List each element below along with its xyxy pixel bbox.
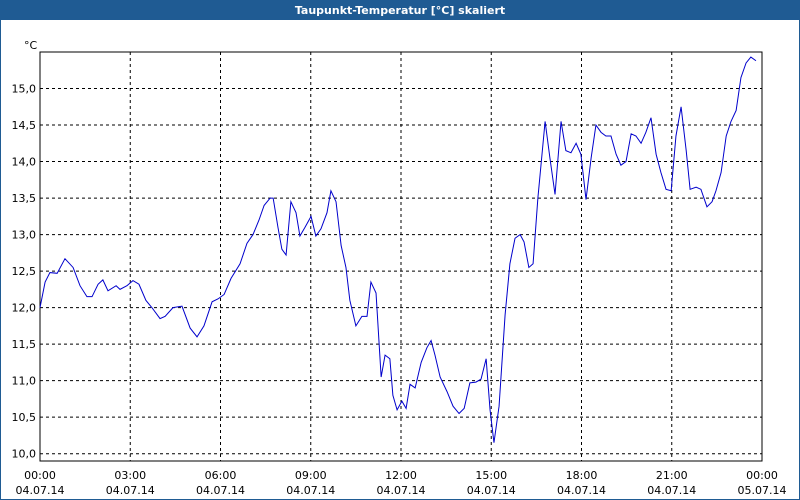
y-tick-label: 14,0	[12, 156, 37, 169]
x-tick-date: 04.07.14	[557, 484, 606, 497]
x-tick-date: 04.07.14	[467, 484, 516, 497]
chart-title: Taupunkt-Temperatur [°C] skaliert	[295, 4, 505, 17]
plot-border	[39, 51, 763, 462]
x-tick-label: 18:00	[566, 469, 598, 482]
y-tick-label: 10,0	[12, 448, 37, 461]
x-tick-label: 09:00	[295, 469, 327, 482]
x-tick-label: 15:00	[475, 469, 507, 482]
y-tick-label: 10,5	[12, 411, 37, 424]
y-tick-label: 13,0	[12, 229, 37, 242]
x-tick-label: 03:00	[114, 469, 146, 482]
y-tick-label: 14,5	[12, 119, 37, 132]
x-tick-date: 04.07.14	[286, 484, 335, 497]
x-tick-label: 06:00	[205, 469, 237, 482]
y-tick-label: 12,0	[12, 302, 37, 315]
x-tick-date: 04.07.14	[647, 484, 696, 497]
y-tick-label: 13,5	[12, 192, 37, 205]
x-tick-label: 21:00	[656, 469, 688, 482]
title-bar	[0, 0, 800, 20]
data-line	[39, 56, 757, 443]
y-tick-label: 15,0	[12, 83, 37, 96]
y-tick-label: 11,5	[12, 338, 37, 351]
x-tick-label: 00:00	[24, 469, 56, 482]
y-tick-label: 12,5	[12, 265, 37, 278]
x-tick-date: 04.07.14	[196, 484, 245, 497]
y-tick-label: 11,0	[12, 375, 37, 388]
x-tick-label: 00:00	[746, 469, 778, 482]
x-tick-date: 04.07.14	[106, 484, 155, 497]
x-tick-date: 04.07.14	[377, 484, 426, 497]
x-tick-date: 05.07.14	[738, 484, 787, 497]
x-tick-label: 12:00	[385, 469, 417, 482]
x-tick-date: 04.07.14	[16, 484, 65, 497]
y-unit-label: °C	[24, 39, 38, 52]
